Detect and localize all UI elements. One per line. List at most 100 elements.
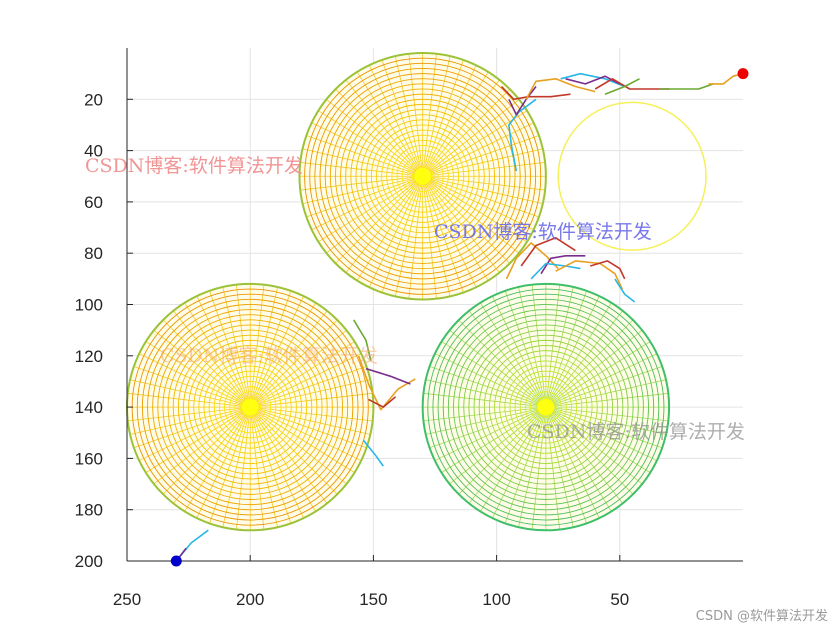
path-segment — [368, 396, 397, 408]
obstacle-ring — [136, 293, 364, 521]
obstacle-ring — [177, 334, 323, 480]
y-tick-label: 120 — [75, 347, 103, 366]
obstacle-2 — [126, 282, 375, 532]
path-segment — [560, 72, 625, 88]
obstacle-ring — [391, 144, 454, 208]
obstacle-ring — [162, 319, 338, 495]
path-segment — [525, 78, 596, 100]
obstacle-ring — [514, 375, 578, 439]
obstacle-ring — [213, 370, 287, 444]
obstacle-ring — [519, 380, 572, 434]
obstacle-ring — [535, 396, 557, 418]
y-tick-label: 100 — [75, 296, 103, 315]
path-segment — [565, 75, 621, 85]
obstacle-ring — [499, 360, 593, 454]
obstacle-ring — [329, 83, 516, 270]
obstacle-ring — [239, 396, 261, 418]
path-segment — [357, 355, 416, 411]
y-tick-label: 60 — [84, 193, 103, 212]
obstacle-ring — [304, 57, 542, 295]
obstacle-ring — [360, 114, 485, 239]
obstacle-ring — [147, 303, 354, 511]
obstacle-edge — [298, 52, 547, 301]
watermark-orange: CSDN博客:软件算法开发 — [160, 345, 378, 367]
obstacle-ring — [208, 365, 292, 449]
y-tick-label: 20 — [84, 90, 103, 109]
obstacle-ring — [334, 88, 511, 264]
path-segment — [520, 237, 576, 267]
obstacle-ring — [370, 124, 475, 229]
obstacle-4 — [557, 101, 707, 251]
path-segment — [540, 255, 586, 275]
obstacle-ring — [345, 98, 501, 254]
obstacle-ring — [473, 334, 619, 480]
endpoints — [170, 68, 749, 567]
x-tick-label: 100 — [482, 590, 510, 609]
obstacle-core — [241, 398, 259, 416]
obstacle-ring — [442, 303, 649, 511]
obstacle-ring — [447, 309, 644, 506]
obstacle-ring — [483, 345, 608, 470]
obstacle-ring — [509, 370, 583, 444]
site-watermark: CSDN @软件算法开发 — [695, 609, 828, 624]
obstacle-1 — [298, 52, 547, 301]
obstacle-edge — [421, 282, 671, 532]
obstacle-ring — [411, 165, 434, 187]
axes: 250 200 150 100 50 20 40 60 80 100 120 140 160 180 200 — [75, 48, 743, 609]
obstacle-ring — [463, 324, 629, 490]
obstacle-ring — [309, 62, 537, 290]
path-segment — [604, 78, 640, 95]
obstacle-ring — [229, 386, 272, 429]
watermark-gray: CSDN博客:软件算法开发 — [527, 421, 745, 443]
y-tick-label: 40 — [84, 142, 103, 161]
obstacle-ring — [494, 355, 598, 459]
obstacle-ring — [478, 339, 614, 475]
path-segment — [500, 85, 571, 101]
obstacle-ring — [458, 319, 634, 495]
obstacle-ring — [381, 134, 465, 218]
obstacle-ring — [350, 103, 495, 249]
path-segment — [508, 86, 537, 116]
obstacle-ring — [488, 350, 603, 465]
obstacle-ring — [193, 350, 308, 465]
obstacle-ring — [396, 150, 449, 203]
x-tick-label: 200 — [236, 590, 264, 609]
path-segment — [362, 439, 384, 467]
obstacle-ring — [453, 314, 639, 500]
obstacle-core — [414, 167, 432, 185]
obstacle-ring — [386, 139, 460, 213]
x-tick-label: 150 — [359, 590, 387, 609]
obstacle-ring — [524, 386, 567, 429]
x-tick-label: 250 — [113, 590, 141, 609]
path-segment — [614, 278, 636, 303]
obstacles — [126, 52, 707, 532]
obstacle-ring — [218, 375, 282, 439]
obstacle-ring — [504, 365, 588, 449]
obstacle-ring — [203, 360, 297, 454]
obstacle-outline — [557, 101, 707, 251]
y-tick-label: 80 — [84, 244, 103, 263]
obstacle-ring — [365, 119, 480, 234]
path-segment — [365, 367, 411, 385]
watermarks: CSDN博客:软件算法开发 CSDN博客:软件算法开发 CSDN博客:软件算法开… — [85, 155, 745, 443]
obstacle-ring — [376, 129, 470, 223]
obstacle-ring — [355, 109, 490, 244]
obstacle-ring — [152, 309, 349, 506]
path-segment — [508, 98, 537, 172]
path-segment — [594, 78, 670, 90]
obstacle-ring — [188, 345, 313, 470]
obstacle-ring — [432, 293, 660, 521]
path-segment — [175, 529, 209, 562]
obstacle-ring — [324, 78, 521, 275]
obstacle-ring — [401, 155, 444, 198]
watermark-red: CSDN博客:软件算法开发 — [85, 155, 303, 177]
y-tick-label: 160 — [75, 449, 103, 468]
obstacle-ring — [319, 73, 526, 280]
path-segment — [659, 83, 714, 90]
obstacle-ring — [183, 339, 318, 475]
obstacle-ring — [530, 391, 562, 423]
obstacle-ring — [157, 314, 344, 500]
path-segment — [530, 262, 581, 280]
y-tick-label: 200 — [75, 552, 103, 571]
